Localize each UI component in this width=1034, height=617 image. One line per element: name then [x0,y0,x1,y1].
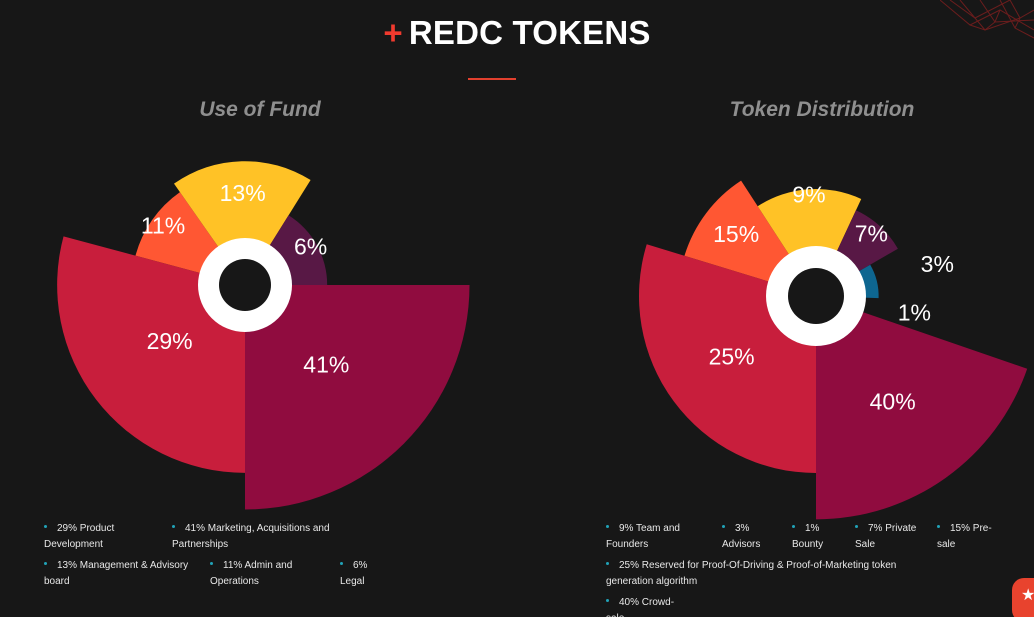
star-icon: ★ [1021,587,1034,604]
slice-label: 1% [898,299,931,325]
slice-label: 3% [921,251,954,277]
title-underline [468,78,516,80]
slice-label: 6% [294,234,327,260]
legend-item: 11% Admin and Operations [210,560,293,587]
page-title: + REDC TOKENS [0,14,1034,52]
chart-title-use-of-fund: Use of Fund [199,98,321,121]
legend-dot-icon [722,525,725,528]
center-hole [788,268,844,324]
slice-label: 41% [303,351,349,377]
slice-label: 13% [220,180,266,206]
legend-item: 15% Pre-sale [937,523,992,550]
chart-slice[interactable] [757,189,862,296]
legend-dot-icon [340,562,343,565]
legend-dot-icon [210,562,213,565]
chart-slice[interactable] [57,236,245,473]
legend-item: 40% Crowd-sale [606,595,678,617]
legend-dot-icon [855,525,858,528]
slice-label: 11% [141,213,185,239]
wireframe-decoration [940,0,1034,39]
legend-item: 29% Product Development [44,523,115,550]
legend-item: 6% Legal [340,560,368,587]
slice-label: 29% [147,328,193,354]
legend-item: 7% Private Sale [855,523,917,550]
legend-dot-icon [172,525,175,528]
slice-label: 40% [870,389,916,415]
legend-item: 41% Marketing, Acquisitions and Partners… [172,523,330,550]
slice-label: 7% [855,221,888,247]
legend-dot-icon [606,599,609,602]
legend-dot-icon [606,525,609,528]
chart-slice[interactable] [245,285,470,510]
legend-dot-icon [606,562,609,565]
legend-dot-icon [937,525,940,528]
slice-label: 9% [792,181,825,207]
legend-item: 3% Advisors [722,523,761,550]
plus-icon: + [383,14,403,51]
legend-item: 9% Team and Founders [606,523,680,550]
legend-dot-icon [44,525,47,528]
legend-dot-icon [44,562,47,565]
legend-item: 1% Bounty [792,523,824,550]
floating-action-button[interactable]: ★ [1012,578,1034,617]
chart-slice[interactable] [173,161,311,285]
legend-item: 25% Reserved for Proof-Of-Driving & Proo… [606,560,897,587]
slice-label: 25% [709,344,755,370]
chart-title-token-distribution: Token Distribution [729,98,915,121]
legend-dot-icon [792,525,795,528]
center-hole [219,259,271,311]
legend-item: 13% Management & Advisory board [44,560,189,587]
page-title-text: REDC TOKENS [408,14,651,51]
slice-label: 15% [713,221,759,247]
chart-slice[interactable] [816,296,1028,520]
